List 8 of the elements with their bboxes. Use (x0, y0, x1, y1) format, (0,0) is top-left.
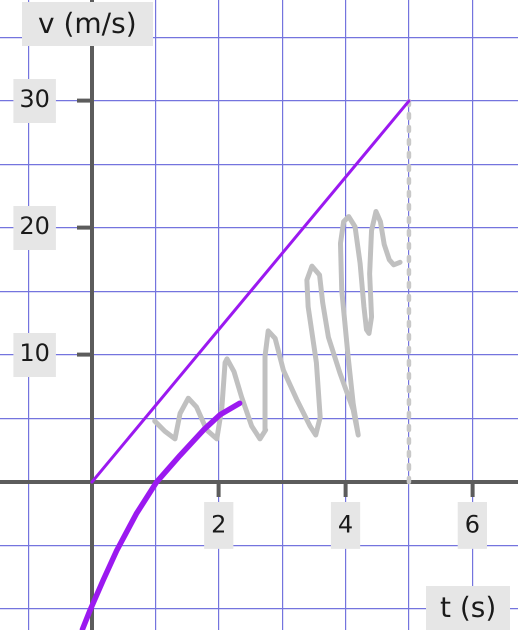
y-tick-label: 30 (19, 85, 50, 114)
y-tick-label: 20 (19, 212, 50, 240)
x-tick-label: 2 (211, 510, 226, 539)
x-tick-label: 4 (338, 510, 354, 539)
y-tick-label: 10 (19, 339, 50, 368)
x-axis-title: t (s) (426, 586, 510, 630)
y-axis-title: v (m/s) (22, 2, 153, 46)
x-tick-label: 6 (464, 510, 480, 539)
